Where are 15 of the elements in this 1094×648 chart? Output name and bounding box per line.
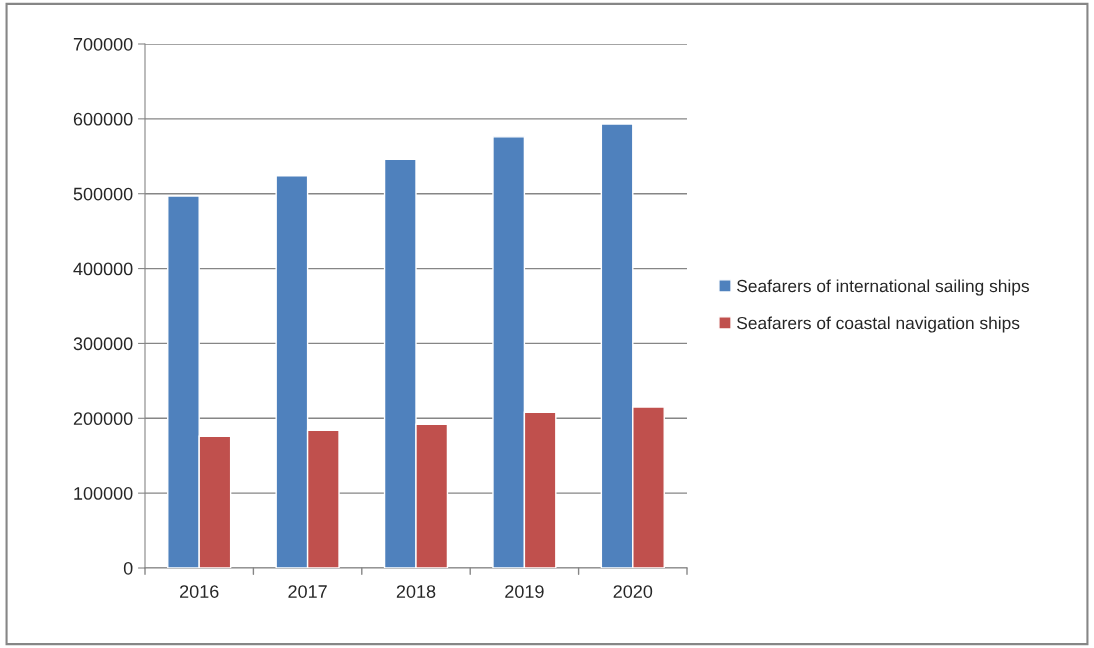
y-tick-label: 0 — [123, 561, 133, 575]
y-tick-label: 300000 — [73, 337, 133, 351]
y-tick-label: 500000 — [73, 187, 133, 201]
y-tick-label: 100000 — [74, 487, 133, 500]
x-tick-label: 2020 — [613, 585, 653, 598]
y-tick-label: 700000 — [73, 37, 133, 51]
x-tick-label: 2019 — [505, 585, 544, 598]
legend-label: Seafarers of international sailing ships — [737, 279, 1029, 296]
y-tick-label: 400000 — [73, 262, 133, 276]
legend-label: Seafarers of coastal navigation ships — [737, 316, 1020, 333]
y-tick-label: 200000 — [73, 412, 133, 426]
x-tick-label: 2018 — [396, 585, 436, 598]
x-tick-label: 2017 — [288, 585, 327, 598]
y-tick-label: 600000 — [73, 112, 133, 126]
x-tick-label: 2016 — [180, 585, 219, 598]
